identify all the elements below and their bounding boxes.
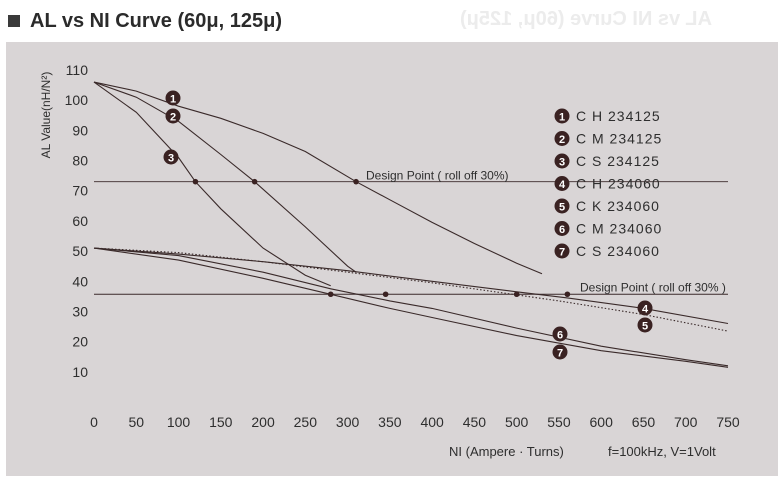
- series-line-2: [93, 81, 357, 273]
- y-tick-label: 10: [72, 364, 88, 380]
- y-tick-label: 30: [72, 303, 88, 319]
- legend-entry-label: C S 234060: [576, 243, 660, 259]
- legend-badge-4: [554, 176, 570, 191]
- legend-badge-number: 3: [559, 157, 565, 169]
- x-axis-title: NI (Ampere · Turns): [449, 444, 564, 459]
- legend-badge-number: 1: [559, 112, 565, 124]
- legend-badge-number: 6: [559, 224, 565, 236]
- series-line-5: [93, 247, 729, 332]
- chart-title: AL vs NI Curve (60μ, 125μ): [30, 9, 282, 32]
- legend-badge-number: 4: [559, 179, 566, 191]
- legend-badge-number: 2: [559, 134, 565, 146]
- curve-badge-3: [163, 149, 179, 165]
- legend-entry-label: C M 234125: [576, 131, 662, 147]
- series-line-6: [93, 247, 729, 367]
- design-point-marker: [564, 291, 571, 298]
- y-tick-label: 50: [72, 243, 88, 259]
- curve-badge-1: [165, 90, 181, 106]
- legend-entry-label: C S 234125: [576, 153, 660, 169]
- y-tick-label: 60: [72, 213, 88, 229]
- series-line-7: [93, 247, 729, 368]
- x-tick-label: 50: [128, 414, 144, 430]
- y-tick-label: 110: [66, 62, 89, 78]
- design-point-marker: [353, 178, 359, 185]
- y-tick-label: 40: [72, 273, 88, 289]
- x-tick-label: 400: [420, 414, 444, 430]
- y-axis-title: AL Value(nH/N²): [39, 72, 53, 159]
- series-line-4: [93, 247, 729, 325]
- page-header: AL vs NI Curve (60μ, 125μ): [8, 6, 282, 36]
- design-point-marker: [382, 291, 389, 298]
- curve-badge-number: 7: [557, 348, 563, 360]
- curve-badge-number: 1: [170, 94, 176, 106]
- legend-entry-label: C M 234060: [576, 221, 662, 237]
- x-tick-label: 100: [167, 414, 191, 430]
- y-tick-label: 80: [72, 153, 88, 169]
- x-tick-label: 300: [336, 414, 360, 430]
- x-tick-label: 750: [716, 414, 740, 430]
- series-line-3: [93, 81, 331, 287]
- design-point-marker: [327, 291, 334, 298]
- curve-badge-number: 5: [642, 321, 648, 333]
- x-tick-label: 350: [378, 414, 402, 430]
- curve-badge-7: [552, 344, 568, 360]
- x-tick-label: 550: [547, 414, 571, 430]
- x-tick-label: 600: [590, 414, 614, 430]
- y-tick-label: 90: [72, 122, 88, 138]
- x-tick-label: 150: [209, 414, 233, 430]
- design-point-marker: [192, 178, 199, 185]
- legend-badge-1: [554, 108, 570, 124]
- curve-badge-number: 3: [168, 153, 174, 165]
- curve-badge-6: [552, 326, 568, 342]
- curve-badge-2: [165, 108, 181, 124]
- curve-badge-5: [637, 317, 653, 333]
- x-tick-label: 250: [294, 414, 318, 430]
- curve-badge-number: 2: [170, 112, 176, 124]
- legend-badge-number: 7: [559, 247, 565, 259]
- design-point-label-upper: Design Point ( roll off 30%): [366, 169, 509, 183]
- test-condition-note: f=100kHz, V=1Volt: [608, 444, 716, 459]
- y-tick-label: 70: [72, 183, 88, 199]
- x-tick-label: 500: [505, 414, 529, 430]
- x-tick-label: 700: [674, 414, 698, 430]
- legend-entry-label: C K 234060: [576, 198, 660, 214]
- curve-badge-number: 6: [557, 330, 563, 342]
- x-tick-label: 200: [251, 414, 275, 430]
- y-tick-label: 20: [72, 334, 88, 350]
- x-tick-label: 0: [90, 414, 98, 430]
- legend-badge-number: 5: [559, 202, 565, 214]
- chart-panel: [6, 42, 778, 476]
- design-point-label-lower: Design Point ( roll off 30% ): [580, 280, 726, 294]
- legend-badge-2: [554, 131, 570, 146]
- legend-badge-5: [554, 198, 570, 214]
- legend-badge-3: [554, 153, 570, 169]
- design-point-marker: [513, 291, 520, 298]
- legend-entry-label: C H 234125: [576, 108, 661, 124]
- y-tick-label: 100: [65, 92, 89, 108]
- legend-badge-7: [554, 243, 570, 259]
- curve-badge-number: 4: [642, 304, 649, 316]
- curve-badge-4: [637, 300, 653, 316]
- design-point-marker: [251, 178, 258, 185]
- x-tick-label: 650: [632, 414, 656, 430]
- legend-entry-label: C H 234060: [576, 176, 661, 192]
- legend-badge-6: [554, 221, 570, 236]
- title-bullet-icon: [8, 15, 20, 27]
- x-tick-label: 450: [463, 414, 487, 430]
